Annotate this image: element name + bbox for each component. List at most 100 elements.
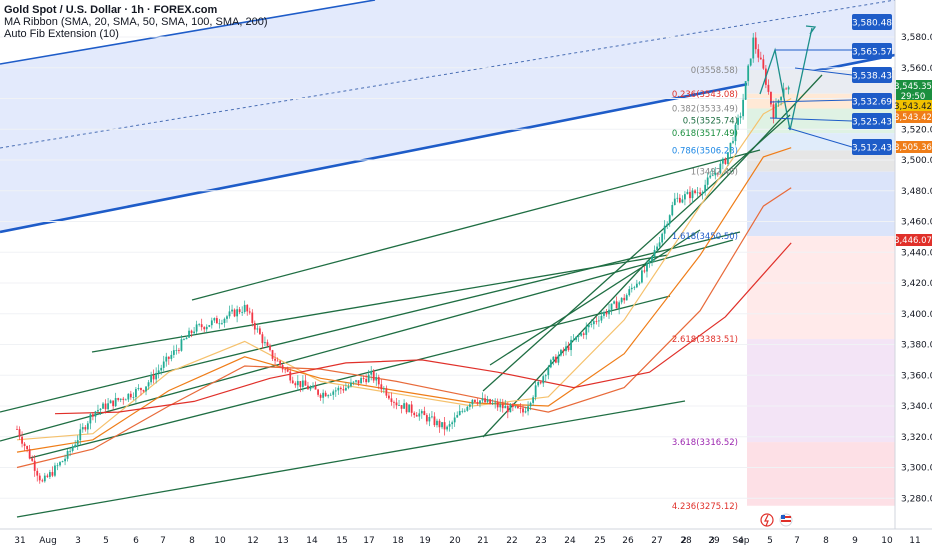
price-labels[interactable]: 3,580.48 3,565.57 3,538.43 3,532.69 3,525.43… xyxy=(852,14,932,246)
legend-auto-fib[interactable]: Auto Fib Extension (10) xyxy=(4,28,119,40)
candle-body xyxy=(491,403,494,404)
candle-body xyxy=(542,376,545,384)
target-line-3512[interactable] xyxy=(787,127,853,148)
candle-body xyxy=(565,346,567,352)
price-axis-tick: 3,500.00 xyxy=(901,156,932,166)
candle-body xyxy=(48,472,51,477)
lightning-icon[interactable] xyxy=(760,513,774,527)
trend-line-6[interactable] xyxy=(482,74,823,438)
price-axis-tick: 3,480.00 xyxy=(901,187,932,197)
fib-level-label-5: 0.786(3506.23) xyxy=(672,146,738,156)
candle-body xyxy=(76,440,79,445)
projection-zigzag[interactable] xyxy=(759,27,813,131)
target-line-3538[interactable] xyxy=(794,67,853,76)
candle-body xyxy=(694,190,696,193)
candle-body xyxy=(443,422,446,430)
candle-body xyxy=(38,475,41,481)
target-label-0[interactable]: 3,580.48 xyxy=(852,19,892,29)
target-label-bg-4[interactable] xyxy=(852,113,892,129)
trend-line-5[interactable] xyxy=(191,149,761,301)
candle-body xyxy=(537,382,540,386)
candle-body xyxy=(592,321,595,325)
candle-body xyxy=(51,472,54,476)
candle-body xyxy=(276,360,279,362)
candle-body xyxy=(681,199,684,203)
candle-body xyxy=(441,422,443,428)
candle-body xyxy=(393,401,395,403)
candle-body xyxy=(514,406,517,408)
target-label-bg-1[interactable] xyxy=(852,43,892,59)
legend-ma-ribbon[interactable]: MA Ribbon (SMA, 20, SMA, 50, SMA, 100, S… xyxy=(4,16,268,28)
event-icons[interactable] xyxy=(760,513,793,527)
candle-body xyxy=(759,57,762,60)
ma-line-sma-200 xyxy=(54,242,792,415)
trend-line-0[interactable] xyxy=(16,400,686,518)
candle-body xyxy=(314,385,317,390)
legend-title: Gold Spot / U.S. Dollar · 1h · FOREX.com xyxy=(4,4,218,16)
candle-body xyxy=(656,246,658,250)
candle-body xyxy=(145,386,147,392)
time-axis-tick: 29 xyxy=(708,536,720,546)
time-axis-tick: 10 xyxy=(881,536,893,546)
target-line-3525[interactable] xyxy=(769,117,853,122)
blue-channel-top xyxy=(0,0,376,65)
candle-body xyxy=(504,405,507,409)
candle-body xyxy=(324,392,327,397)
candle-body xyxy=(403,403,405,409)
target-label-5[interactable]: 3,512.43 xyxy=(852,144,892,154)
trend-line-2[interactable] xyxy=(0,239,734,442)
trend-line-4[interactable] xyxy=(91,254,669,353)
projection-arrowhead[interactable] xyxy=(805,25,817,35)
price-axis-tick: 3,440.00 xyxy=(901,248,932,258)
candle-body xyxy=(562,349,565,352)
time-axis-tick: Aug xyxy=(39,536,57,546)
trend-line-8[interactable] xyxy=(489,229,701,366)
target-label-bg-0[interactable] xyxy=(852,14,892,30)
target-label-bg-2[interactable] xyxy=(852,67,892,83)
candle-body xyxy=(342,389,345,391)
time-axis-tick: 14 xyxy=(306,536,318,546)
candle-body xyxy=(226,316,228,319)
target-label-2[interactable]: 3,538.43 xyxy=(852,72,892,82)
time-axis-tick: 5 xyxy=(767,536,773,546)
projection-path[interactable] xyxy=(759,25,853,148)
candle-body xyxy=(742,99,745,117)
candle-body xyxy=(205,326,208,330)
target-label-bg-5[interactable] xyxy=(852,139,892,155)
candle-body xyxy=(165,356,168,362)
candle-body xyxy=(253,322,256,330)
candle-body xyxy=(215,318,218,324)
candle-body xyxy=(339,387,342,390)
trend-line-3[interactable] xyxy=(29,295,671,459)
target-label-3[interactable]: 3,532.69 xyxy=(852,98,892,108)
candle-body xyxy=(329,394,332,396)
candle-body xyxy=(99,408,102,411)
price-axis-tick: 3,580.00 xyxy=(901,33,932,43)
trend-line-1[interactable] xyxy=(0,231,741,413)
candle-body xyxy=(79,429,82,441)
trend-channels[interactable] xyxy=(0,74,823,518)
price-axis-tick: 3,280.00 xyxy=(901,494,932,504)
target-line-3532[interactable] xyxy=(769,99,853,103)
candle-body xyxy=(127,393,130,400)
time-axis-tick: 8 xyxy=(189,536,195,546)
candle-body xyxy=(549,360,552,368)
candle-body xyxy=(719,163,722,174)
candle-body xyxy=(587,324,590,328)
candle-body xyxy=(501,404,504,409)
target-label-bg-3[interactable] xyxy=(852,93,892,109)
candle-body xyxy=(721,158,724,164)
target-label-1[interactable]: 3,565.57 xyxy=(852,48,892,58)
target-label-4[interactable]: 3,525.43 xyxy=(852,118,892,128)
time-axis-tick: 17 xyxy=(363,536,374,546)
candle-body xyxy=(208,325,211,327)
candle-body xyxy=(46,475,49,477)
price-label-bg-1 xyxy=(896,90,932,102)
candle-body xyxy=(332,391,335,395)
trend-line-7[interactable] xyxy=(482,114,791,392)
candle-body xyxy=(410,404,413,413)
candle-body xyxy=(92,414,94,417)
ma-line-sma-100 xyxy=(16,187,792,469)
candle-body xyxy=(107,403,109,410)
